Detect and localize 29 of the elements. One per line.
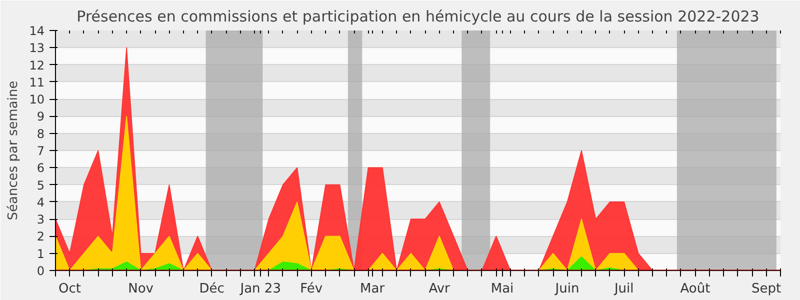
x-tick-label: Déc (199, 282, 224, 296)
y-tick-label: 6 (36, 161, 45, 176)
y-tick-label: 9 (36, 110, 45, 124)
x-tick-label: Fév (300, 282, 323, 296)
y-tick-label: 14 (29, 24, 45, 38)
x-tick-label: Juil (613, 282, 634, 296)
y-tick-label: 0 (36, 264, 45, 278)
y-tick-label: 2 (36, 230, 45, 244)
x-tick-label: Juin (554, 282, 580, 296)
x-tick-label: Nov (128, 282, 154, 296)
x-tick-label: Oct (58, 282, 81, 296)
x-tick-label: Août (680, 282, 710, 296)
y-tick-label: 3 (36, 212, 45, 227)
y-tick-label: 8 (36, 126, 45, 141)
x-tick-label: Mai (490, 282, 514, 296)
x-tick-label: Avr (428, 282, 451, 296)
y-tick-label: 12 (29, 58, 45, 72)
y-tick-label: 11 (29, 75, 45, 90)
y-tick-label: 4 (36, 195, 45, 210)
x-tick-label: Jan 23 (239, 282, 281, 296)
y-axis-title: Séances par semaine (6, 80, 22, 220)
x-tick-label: Sept (751, 282, 782, 296)
y-tick-label: 10 (29, 92, 45, 107)
y-tick-label: 1 (36, 246, 45, 261)
y-tick-label: 5 (36, 178, 45, 192)
y-tick-label: 13 (29, 41, 45, 56)
x-tick-label: Mar (360, 282, 386, 296)
chart-title: Présences en commissions et participation en hémicycle au cours de la session 2022-2023 (76, 8, 760, 26)
y-tick-label: 7 (36, 144, 45, 158)
